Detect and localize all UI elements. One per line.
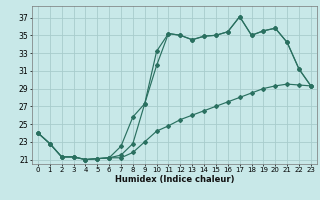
X-axis label: Humidex (Indice chaleur): Humidex (Indice chaleur) xyxy=(115,175,234,184)
